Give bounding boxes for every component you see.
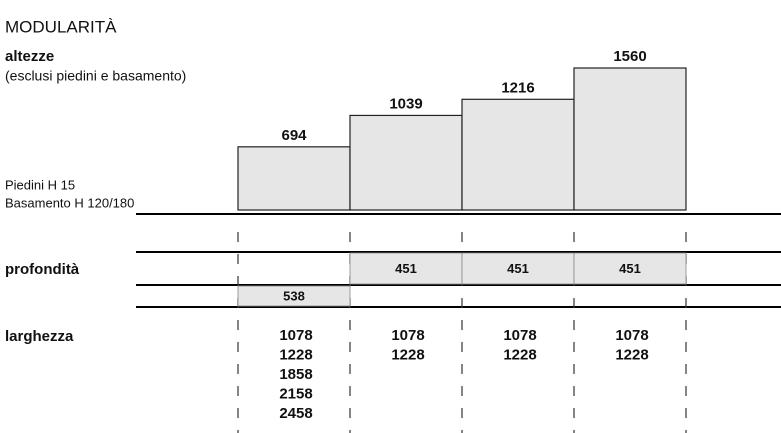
depth-box bbox=[349, 252, 463, 285]
height-label: 1216 bbox=[501, 79, 534, 96]
width-value: 2458 bbox=[279, 405, 312, 422]
width-value: 1228 bbox=[503, 346, 536, 363]
width-value: 1228 bbox=[615, 346, 648, 363]
base-note: Piedini H 15 bbox=[5, 177, 75, 192]
width-value: 1078 bbox=[615, 327, 648, 344]
width-value: 1228 bbox=[391, 346, 424, 363]
rules bbox=[136, 213, 781, 308]
depth-box bbox=[237, 285, 351, 307]
height-label: 1039 bbox=[389, 95, 422, 112]
height-label: 1560 bbox=[613, 48, 646, 65]
height-bar bbox=[573, 67, 687, 211]
width-value: 1858 bbox=[279, 366, 312, 383]
depth-box bbox=[573, 252, 687, 285]
base-note: Basamento H 120/180 bbox=[5, 195, 134, 210]
width-value: 1078 bbox=[279, 327, 312, 344]
width-value: 1078 bbox=[503, 327, 536, 344]
title: MODULARITÀ bbox=[5, 17, 117, 36]
width-value: 1078 bbox=[391, 327, 424, 344]
height-label: 694 bbox=[281, 127, 307, 144]
heights-note: (esclusi piedini e basamento) bbox=[5, 68, 186, 84]
depth-label: 451 bbox=[395, 261, 417, 276]
height-bar bbox=[349, 114, 463, 211]
heights-label: altezze bbox=[5, 48, 54, 65]
width-label: larghezza bbox=[5, 328, 74, 345]
depth-box bbox=[461, 252, 575, 285]
depth-label: profondità bbox=[5, 261, 80, 278]
depth-label: 538 bbox=[283, 288, 305, 303]
width-value: 1228 bbox=[279, 346, 312, 363]
height-bar bbox=[461, 98, 575, 211]
depth-label: 451 bbox=[507, 261, 529, 276]
height-bar bbox=[237, 146, 351, 211]
width-value: 2158 bbox=[279, 385, 312, 402]
depth-label: 451 bbox=[619, 261, 641, 276]
